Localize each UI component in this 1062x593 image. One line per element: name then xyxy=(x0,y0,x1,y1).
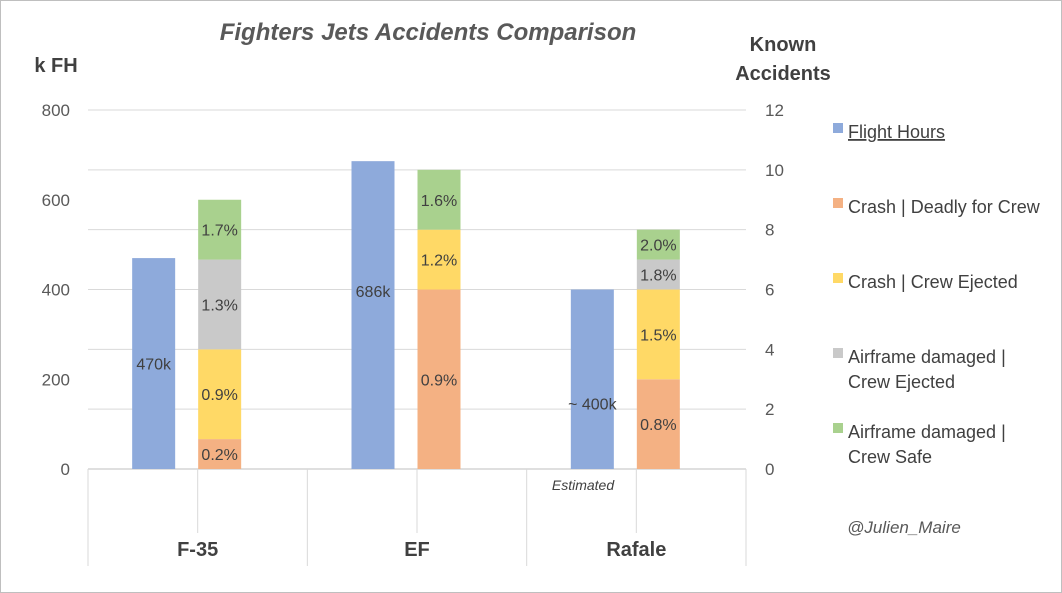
legend-label: Crash | Crew Ejected xyxy=(848,272,1018,292)
right-axis-ticks: 0 2 4 6 8 10 12 xyxy=(765,101,784,479)
accident-segment-label: 1.8% xyxy=(640,268,676,285)
right-tick-label: 0 xyxy=(765,460,774,479)
accident-segment-label: 1.6% xyxy=(421,193,457,210)
accident-bar-segment xyxy=(198,259,242,350)
accident-segment-label: 0.9% xyxy=(421,372,457,389)
category-labels: F-35 EF Rafale xyxy=(177,539,666,561)
estimated-note: Estimated xyxy=(552,477,615,493)
accident-bar-segment xyxy=(198,439,242,469)
right-tick-label: 6 xyxy=(765,281,774,300)
accident-bar-segment xyxy=(636,379,680,469)
accident-segment-label: 1.7% xyxy=(201,223,237,240)
chart-title: Fighters Jets Accidents Comparison xyxy=(220,19,637,46)
legend-label: Airframe damaged | xyxy=(848,422,1006,442)
left-axis-title: k FH xyxy=(34,55,77,77)
legend-label: Crew Ejected xyxy=(848,372,955,392)
legend-label: Crash | Deadly for Crew xyxy=(848,197,1041,217)
legend-label: Airframe damaged | xyxy=(848,347,1006,367)
accident-segment-label: 1.2% xyxy=(421,253,457,270)
legend-label: Crew Safe xyxy=(848,447,932,467)
legend-swatch xyxy=(833,423,843,433)
left-tick-label: 800 xyxy=(42,101,70,120)
category-label: EF xyxy=(404,539,430,561)
right-axis-title-line-1: Known xyxy=(750,34,817,56)
flight-hours-bar xyxy=(132,258,176,469)
right-tick-label: 8 xyxy=(765,221,774,240)
bars xyxy=(132,161,680,469)
accident-segment-label: 1.5% xyxy=(640,327,676,344)
accident-segment-label: 1.3% xyxy=(201,297,237,314)
right-tick-label: 4 xyxy=(765,340,774,359)
flight-hours-label: 686k xyxy=(356,284,392,301)
accident-segment-label: 0.8% xyxy=(640,417,676,434)
legend-label: Flight Hours xyxy=(848,122,945,142)
flight-hours-bar xyxy=(570,289,614,469)
accident-bar-segment xyxy=(636,259,680,290)
left-tick-label: 400 xyxy=(42,281,70,300)
accident-bar-segment xyxy=(636,229,680,260)
flight-hours-bar xyxy=(351,161,395,469)
category-axis-grid xyxy=(87,469,747,566)
right-axis-title-line-2: Accidents xyxy=(735,63,831,85)
left-tick-label: 0 xyxy=(61,460,70,479)
flight-hours-label: ~ 400k xyxy=(568,396,617,413)
legend-swatch xyxy=(833,198,843,208)
right-tick-label: 12 xyxy=(765,101,784,120)
right-tick-label: 2 xyxy=(765,400,774,419)
credit-text: @Julien_Maire xyxy=(847,518,961,537)
accident-bar-segment xyxy=(198,199,242,260)
category-label: Rafale xyxy=(606,539,666,561)
accident-segment-label: 0.9% xyxy=(201,387,237,404)
category-label: F-35 xyxy=(177,539,218,561)
left-axis-ticks: 0 200 400 600 800 xyxy=(42,101,70,479)
legend-swatch xyxy=(833,273,843,283)
legend: Flight Hours Crash | Deadly for Crew Crash… xyxy=(833,122,1041,467)
legend-swatch xyxy=(833,348,843,358)
accident-segment-label: 2.0% xyxy=(640,238,676,255)
accident-bar-segment xyxy=(198,349,242,440)
accident-segment-label: 0.2% xyxy=(201,447,237,464)
right-tick-label: 10 xyxy=(765,161,784,180)
accident-bar-segment xyxy=(417,229,461,290)
left-tick-label: 200 xyxy=(42,370,70,389)
accident-bar-segment xyxy=(636,289,680,380)
legend-swatch xyxy=(833,123,843,133)
left-tick-label: 600 xyxy=(42,191,70,210)
data-labels: 470k 0.2% 0.9% 1.3% 1.7% 686k 0.9% 1.2% 1.6% ~ 40… xyxy=(136,193,676,464)
accident-bar-segment xyxy=(417,169,461,230)
accident-bar-segment xyxy=(417,289,461,469)
flight-hours-label: 470k xyxy=(136,357,172,374)
